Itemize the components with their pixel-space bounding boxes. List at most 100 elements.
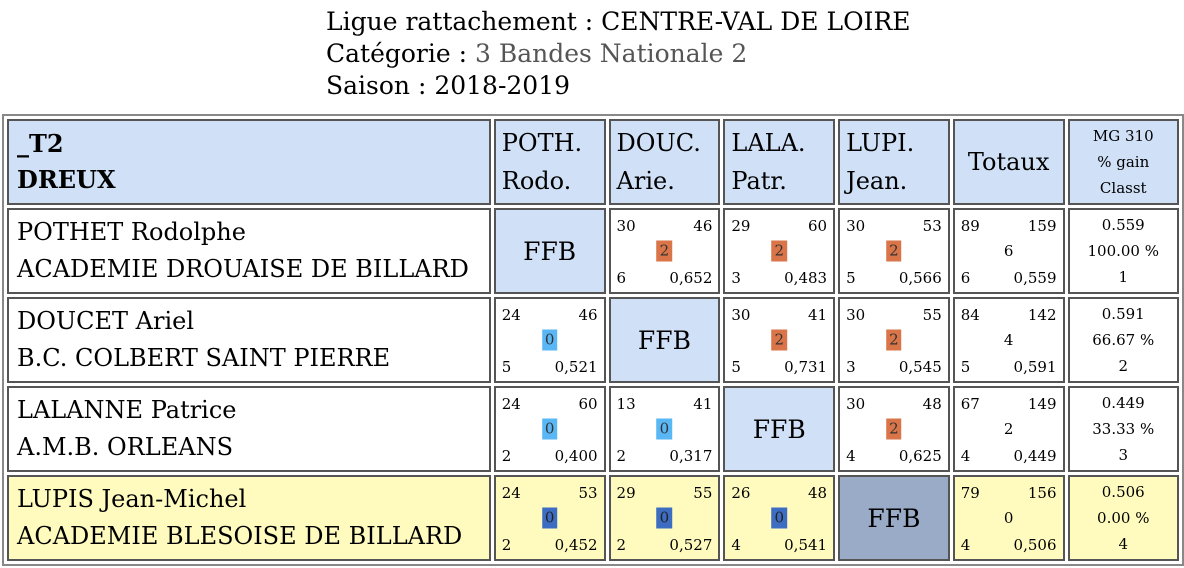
mg-value: 0.591 xyxy=(1101,305,1145,323)
player-name: POTHET Rodolphe xyxy=(17,218,246,246)
ffb-cell: FFB xyxy=(608,297,721,383)
match-points: 30 xyxy=(846,395,866,413)
totals-reprises: 156 xyxy=(1027,484,1057,502)
match-moyenne: 0,541 xyxy=(784,536,828,554)
totals-cell: 67 149 2 4 0,449 xyxy=(952,386,1065,472)
totals-points: 79 xyxy=(960,484,980,502)
match-points-badge: 0 xyxy=(656,507,673,529)
column-header-lupis: LUPI. Jean. xyxy=(838,119,950,205)
table-header-row: _T2 DREUX POTH. Rodo. DOUC. Arie. LALA. … xyxy=(7,119,1179,205)
player-cell: POTHET Rodolphe ACADEMIE DROUAISE DE BILL… xyxy=(7,208,491,294)
totals-points: 84 xyxy=(960,306,980,324)
match-points-badge: 0 xyxy=(771,507,788,529)
match-moyenne: 0,652 xyxy=(669,269,713,287)
mg-header-line1: MG 310 xyxy=(1092,127,1154,145)
match-reprises: 46 xyxy=(693,217,713,235)
ffb-cell: FFB xyxy=(838,475,950,561)
gain-percent: 66.67 % xyxy=(1092,331,1155,349)
ffb-cell: FFB xyxy=(493,208,606,294)
column-header-line2: Jean. xyxy=(846,167,908,195)
team-header-cell: _T2 DREUX xyxy=(7,119,491,205)
match-reprises: 48 xyxy=(808,484,828,502)
player-club: ACADEMIE BLESOISE DE BILLARD xyxy=(17,522,463,550)
saison-label: Saison : xyxy=(326,71,435,100)
mg-cell: 0.506 0.00 % 4 xyxy=(1067,475,1179,561)
column-header-line2: Rodo. xyxy=(501,167,572,195)
match-reprises: 60 xyxy=(808,217,828,235)
column-header-line1: POTH. xyxy=(501,129,583,157)
totals-match-points: 6 xyxy=(1003,242,1014,260)
match-reprises: 41 xyxy=(808,306,828,324)
match-points-badge: 2 xyxy=(771,240,788,262)
match-serie: 3 xyxy=(731,269,741,287)
match-moyenne: 0,625 xyxy=(898,447,942,465)
player-club: B.C. COLBERT SAINT PIERRE xyxy=(17,344,391,372)
match-points: 29 xyxy=(731,217,751,235)
player-row: POTHET Rodolphe ACADEMIE DROUAISE DE BILL… xyxy=(7,208,1179,294)
match-points: 24 xyxy=(501,306,521,324)
column-header-doucet: DOUC. Arie. xyxy=(608,119,721,205)
totals-moyenne: 0,559 xyxy=(1013,269,1057,287)
match-points: 30 xyxy=(616,217,636,235)
match-points: 26 xyxy=(731,484,751,502)
gain-percent: 100.00 % xyxy=(1087,242,1159,260)
gain-percent: 33.33 % xyxy=(1092,420,1155,438)
player-club: A.M.B. ORLEANS xyxy=(17,433,234,461)
match-moyenne: 0,521 xyxy=(554,358,598,376)
match-moyenne: 0,483 xyxy=(784,269,828,287)
ffb-cell: FFB xyxy=(723,386,836,472)
player-row: DOUCET Ariel B.C. COLBERT SAINT PIERRE 24 4… xyxy=(7,297,1179,383)
player-cell: DOUCET Ariel B.C. COLBERT SAINT PIERRE xyxy=(7,297,491,383)
results-table: _T2 DREUX POTH. Rodo. DOUC. Arie. LALA. … xyxy=(2,114,1184,566)
match-points-badge: 0 xyxy=(656,418,673,440)
player-name: LALANNE Patrice xyxy=(17,396,237,424)
totals-match-points: 2 xyxy=(1003,420,1014,438)
mg-value: 0.449 xyxy=(1101,394,1145,412)
match-cell: 24 53 0 2 0,452 xyxy=(493,475,606,561)
match-cell: 29 55 0 2 0,527 xyxy=(608,475,721,561)
match-points-badge: 2 xyxy=(886,240,902,262)
match-points: 13 xyxy=(616,395,636,413)
player-cell: LUPIS Jean-Michel ACADEMIE BLESOISE DE BI… xyxy=(7,475,491,561)
team-name: DREUX xyxy=(17,165,116,194)
totals-serie: 6 xyxy=(960,269,971,287)
column-header-line1: DOUC. xyxy=(616,129,701,157)
match-moyenne: 0,400 xyxy=(554,447,598,465)
match-reprises: 48 xyxy=(922,395,942,413)
match-points: 30 xyxy=(846,217,866,235)
match-points: 30 xyxy=(846,306,866,324)
ranking: 3 xyxy=(1118,446,1129,464)
mg-value: 0.506 xyxy=(1101,483,1145,501)
page-header: Ligue rattachement : CENTRE-VAL DE LOIRE… xyxy=(326,6,911,102)
mg-header: MG 310 % gain Classt xyxy=(1067,119,1179,205)
player-row: LALANNE Patrice A.M.B. ORLEANS 24 60 0 2 0,400… xyxy=(7,386,1179,472)
match-serie: 5 xyxy=(731,358,741,376)
match-reprises: 55 xyxy=(922,306,942,324)
saison-line: Saison : 2018-2019 xyxy=(326,70,911,102)
match-points-badge: 0 xyxy=(541,418,558,440)
ranking: 1 xyxy=(1118,268,1129,286)
mg-cell: 0.559 100.00 % 1 xyxy=(1067,208,1179,294)
mg-cell: 0.591 66.67 % 2 xyxy=(1067,297,1179,383)
mg-header-line2: % gain xyxy=(1097,153,1150,171)
match-moyenne: 0,545 xyxy=(898,358,942,376)
match-cell: 24 60 0 2 0,400 xyxy=(493,386,606,472)
match-serie: 2 xyxy=(501,447,512,465)
match-moyenne: 0,566 xyxy=(898,269,942,287)
match-points-badge: 2 xyxy=(656,240,673,262)
totals-match-points: 0 xyxy=(1003,509,1014,527)
match-cell: 30 53 2 5 0,566 xyxy=(838,208,950,294)
column-header-line2: Arie. xyxy=(616,167,675,195)
match-moyenne: 0,452 xyxy=(554,536,598,554)
column-header-line1: LALA. xyxy=(731,129,806,157)
match-moyenne: 0,527 xyxy=(669,536,713,554)
totals-points: 67 xyxy=(960,395,980,413)
match-serie: 4 xyxy=(846,447,856,465)
totals-cell: 79 156 0 4 0,506 xyxy=(952,475,1065,561)
ranking: 2 xyxy=(1118,357,1129,375)
match-cell: 13 41 0 2 0,317 xyxy=(608,386,721,472)
match-cell: 29 60 2 3 0,483 xyxy=(723,208,836,294)
player-club: ACADEMIE DROUAISE DE BILLARD xyxy=(17,255,469,283)
match-points-badge: 0 xyxy=(541,507,558,529)
match-reprises: 55 xyxy=(693,484,713,502)
